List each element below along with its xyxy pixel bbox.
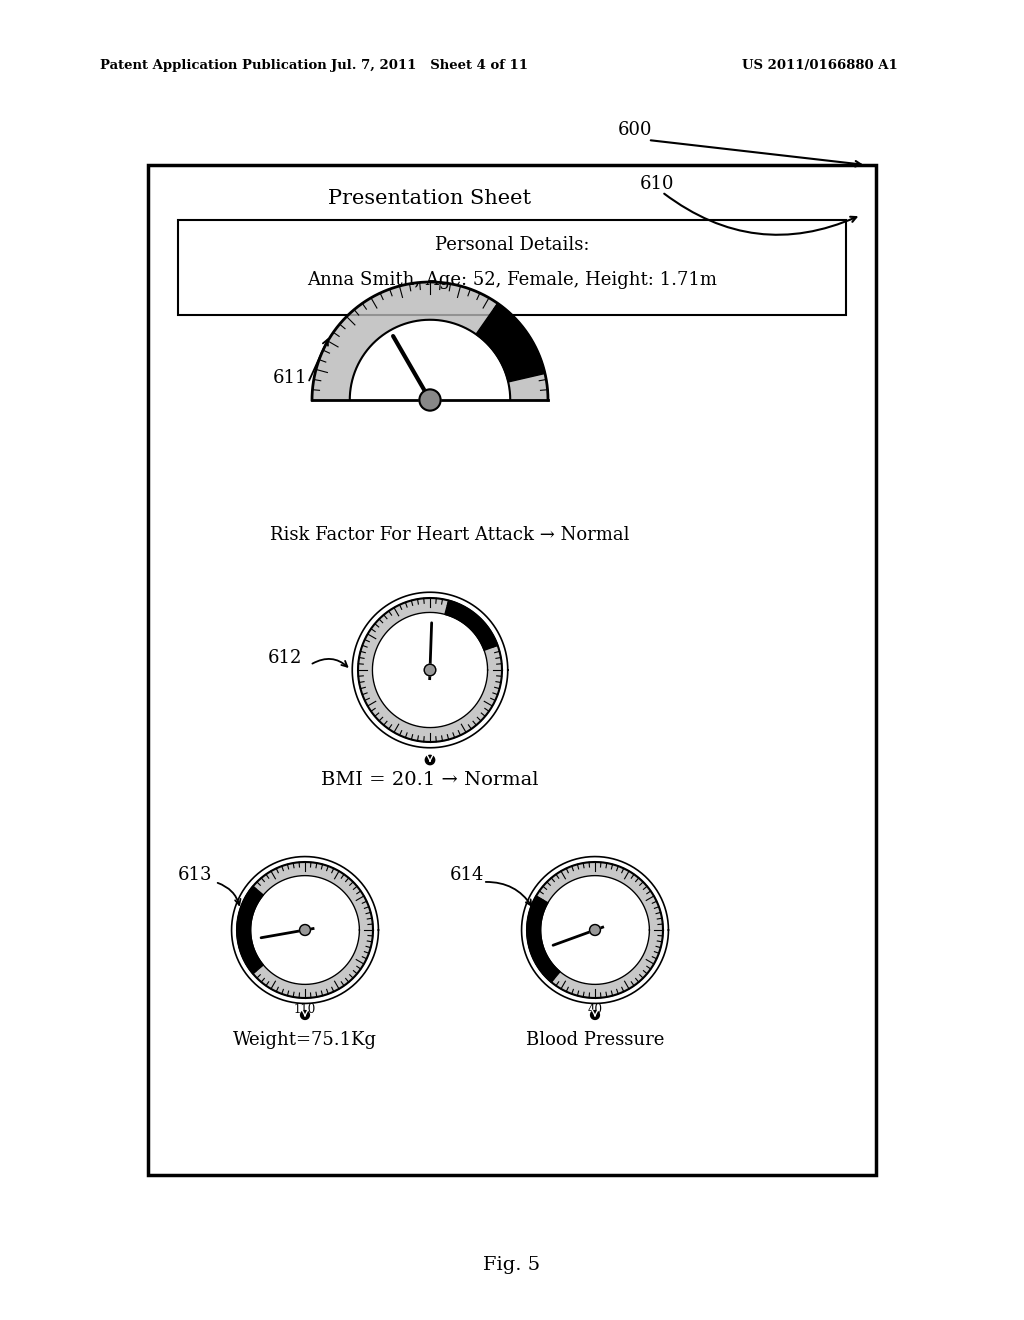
Circle shape <box>420 389 440 411</box>
Polygon shape <box>373 612 487 727</box>
Text: 611: 611 <box>272 370 307 387</box>
Polygon shape <box>358 598 502 742</box>
Polygon shape <box>237 862 373 998</box>
Polygon shape <box>527 862 663 998</box>
Text: 110: 110 <box>294 1003 316 1016</box>
Bar <box>148 165 876 1175</box>
Text: Jul. 7, 2011   Sheet 4 of 11: Jul. 7, 2011 Sheet 4 of 11 <box>332 58 528 71</box>
Polygon shape <box>541 875 649 985</box>
Circle shape <box>591 1011 599 1019</box>
Circle shape <box>425 755 434 764</box>
Text: 613: 613 <box>178 866 212 884</box>
Text: Presentation Sheet: Presentation Sheet <box>329 189 531 207</box>
Text: 600: 600 <box>618 121 652 139</box>
Circle shape <box>590 924 600 936</box>
Circle shape <box>300 924 310 936</box>
Text: 40: 40 <box>588 1003 602 1016</box>
Text: 612: 612 <box>268 649 302 667</box>
Polygon shape <box>251 875 359 985</box>
Text: Weight=75.1Kg: Weight=75.1Kg <box>233 1031 377 1049</box>
Polygon shape <box>237 886 263 974</box>
Text: 610: 610 <box>640 176 675 193</box>
Polygon shape <box>444 601 498 651</box>
Circle shape <box>301 1011 309 1019</box>
Polygon shape <box>476 304 545 381</box>
Bar <box>178 220 846 315</box>
Text: Anna Smith, Age: 52, Female, Height: 1.71m: Anna Smith, Age: 52, Female, Height: 1.7… <box>307 271 717 289</box>
Text: 614: 614 <box>450 866 484 884</box>
Text: Patent Application Publication: Patent Application Publication <box>100 58 327 71</box>
Text: Risk Factor For Heart Attack → Normal: Risk Factor For Heart Attack → Normal <box>270 525 630 544</box>
Text: Fig. 5: Fig. 5 <box>483 1257 541 1274</box>
Polygon shape <box>350 319 510 400</box>
Text: Personal Details:: Personal Details: <box>435 236 589 253</box>
Polygon shape <box>312 282 548 400</box>
Text: Blood Pressure: Blood Pressure <box>525 1031 665 1049</box>
Polygon shape <box>527 896 560 982</box>
Text: BMI = 20.1 → Normal: BMI = 20.1 → Normal <box>322 771 539 789</box>
Circle shape <box>424 664 436 676</box>
Text: US 2011/0166880 A1: US 2011/0166880 A1 <box>742 58 898 71</box>
